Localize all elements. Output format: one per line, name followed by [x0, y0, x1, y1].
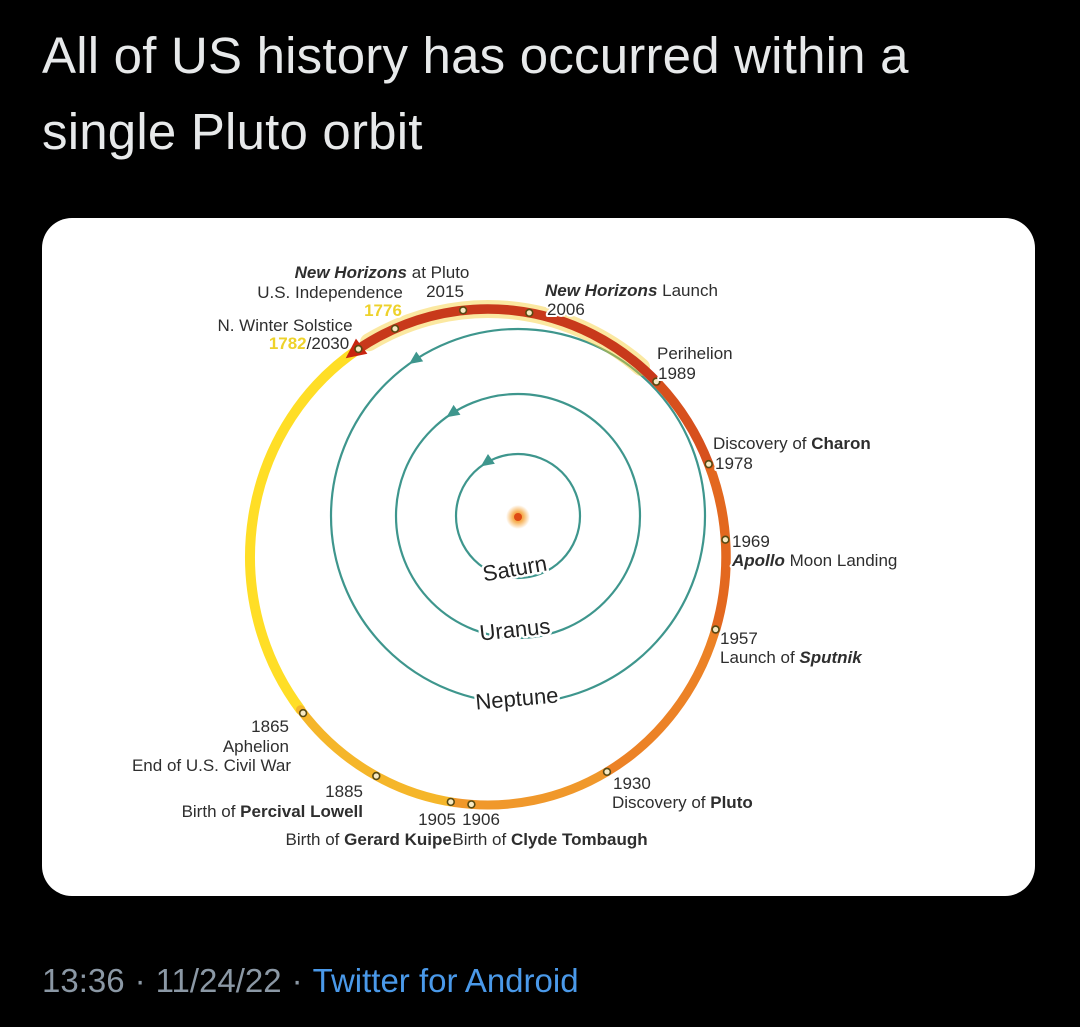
meta-separator: ·: [291, 962, 303, 999]
marker-dot-1969: [721, 535, 730, 544]
perihelion-label: Perihelion: [657, 344, 733, 363]
perihelion-year: 1989: [658, 364, 696, 383]
new-horizons-at-pluto-label: New Horizons at Pluto: [295, 263, 470, 282]
marker-dot-1885: [372, 771, 381, 781]
new-horizons-at-pluto-year: 2015: [426, 282, 464, 301]
neptune-label: Neptune: [474, 682, 559, 714]
tombaugh-year: 1906: [462, 810, 500, 829]
pluto-orbit-segment-orange: [450, 767, 612, 810]
uranus-orbit-arrow-icon: [446, 404, 461, 418]
saturn-orbit-circle: [454, 452, 582, 580]
planet-orbit-direction-arrows: [409, 351, 495, 467]
tweet-source-link[interactable]: Twitter for Android: [312, 962, 579, 999]
pluto-orbit-segment-yellow: [245, 344, 364, 715]
neptune-orbit-arrow-icon: [409, 351, 424, 364]
saturn-label: Saturn: [481, 551, 549, 587]
marker-dot-1906: [467, 800, 476, 809]
marker-dot-2015: [458, 306, 468, 315]
sun-core: [514, 513, 522, 521]
sputnik-year: 1957: [720, 629, 758, 648]
tweet-text-line-2: single Pluto orbit: [42, 103, 423, 160]
event-marker-dots: [298, 306, 730, 809]
neptune-orbit-circle: [329, 327, 707, 705]
marker-dot-1865: [298, 708, 308, 718]
lowell-year: 1885: [325, 782, 363, 801]
aphelion-label: Aphelion: [223, 737, 289, 756]
tweet-text: All of US history has occurred within a …: [42, 18, 1042, 170]
pluto-orbit-segment-red-orange: [651, 376, 714, 469]
charon-discovery-year: 1978: [715, 454, 753, 473]
marker-dot-1989: [652, 377, 661, 386]
uranus-label: Uranus: [478, 613, 551, 645]
pluto-discovery-label: Discovery of Pluto: [612, 793, 753, 812]
tombaugh-birth-label: Birth of Clyde Tombaugh: [452, 830, 647, 849]
marker-dot-1782-2030: [354, 344, 363, 354]
lowell-birth-label: Birth of Percival Lowell: [182, 802, 363, 821]
us-independence-year: 1776: [364, 301, 402, 320]
pluto-orbit-segment-gold: [296, 705, 460, 808]
marker-dot-1957: [711, 625, 720, 634]
uranus-orbit-circle: [394, 392, 642, 640]
winter-solstice-label: N. Winter Solstice: [217, 316, 352, 335]
apollo-year: 1969: [732, 532, 770, 551]
new-horizons-launch-year: 2006: [547, 300, 585, 319]
pluto-orbit-segment-red: [353, 304, 662, 387]
tweet-text-line-1: All of US history has occurred within a: [42, 27, 909, 84]
pluto-orbit-ring: [245, 299, 731, 810]
tweet-time[interactable]: 13:36: [42, 962, 125, 999]
tweet-meta-row: 13:36 · 11/24/22 · Twitter for Android: [42, 962, 579, 1000]
tweet-date[interactable]: 11/24/22: [155, 962, 282, 999]
sputnik-launch-label: Launch of Sputnik: [720, 648, 863, 667]
pluto-orbit-segment-mid-orange: [602, 625, 721, 777]
kuiper-birth-label: Birth of Gerard Kuiper: [286, 830, 459, 849]
charon-discovery-label: Discovery of Charon: [713, 434, 871, 453]
meta-separator: ·: [134, 962, 146, 999]
pluto-orbit-diagram: Saturn Uranus Neptune New Horizons at Pl…: [130, 261, 899, 851]
marker-dot-1776: [390, 324, 400, 333]
winter-solstice-years: 1782/2030: [269, 334, 349, 353]
us-independence-label: U.S. Independence: [257, 283, 403, 302]
marker-dot-1930: [602, 767, 612, 776]
apollo-moon-landing-label: Apollo Moon Landing: [731, 551, 897, 570]
tweet-image-card[interactable]: Saturn Uranus Neptune New Horizons at Pl…: [42, 218, 1035, 896]
pluto-orbit-segment-deep-orange: [703, 459, 731, 635]
pluto-discovery-year: 1930: [613, 774, 651, 793]
marker-dot-2006: [525, 308, 534, 318]
marker-dot-1905: [446, 797, 455, 807]
planet-orbit-circles: [329, 327, 707, 705]
saturn-orbit-arrow-icon: [480, 453, 495, 467]
aphelion-year: 1865: [251, 717, 289, 736]
kuiper-year: 1905: [418, 810, 456, 829]
civil-war-end-label: End of U.S. Civil War: [132, 756, 291, 775]
sun: [506, 505, 530, 529]
marker-dot-1978: [704, 459, 713, 469]
new-horizons-launch-label: New Horizons Launch: [545, 281, 718, 300]
